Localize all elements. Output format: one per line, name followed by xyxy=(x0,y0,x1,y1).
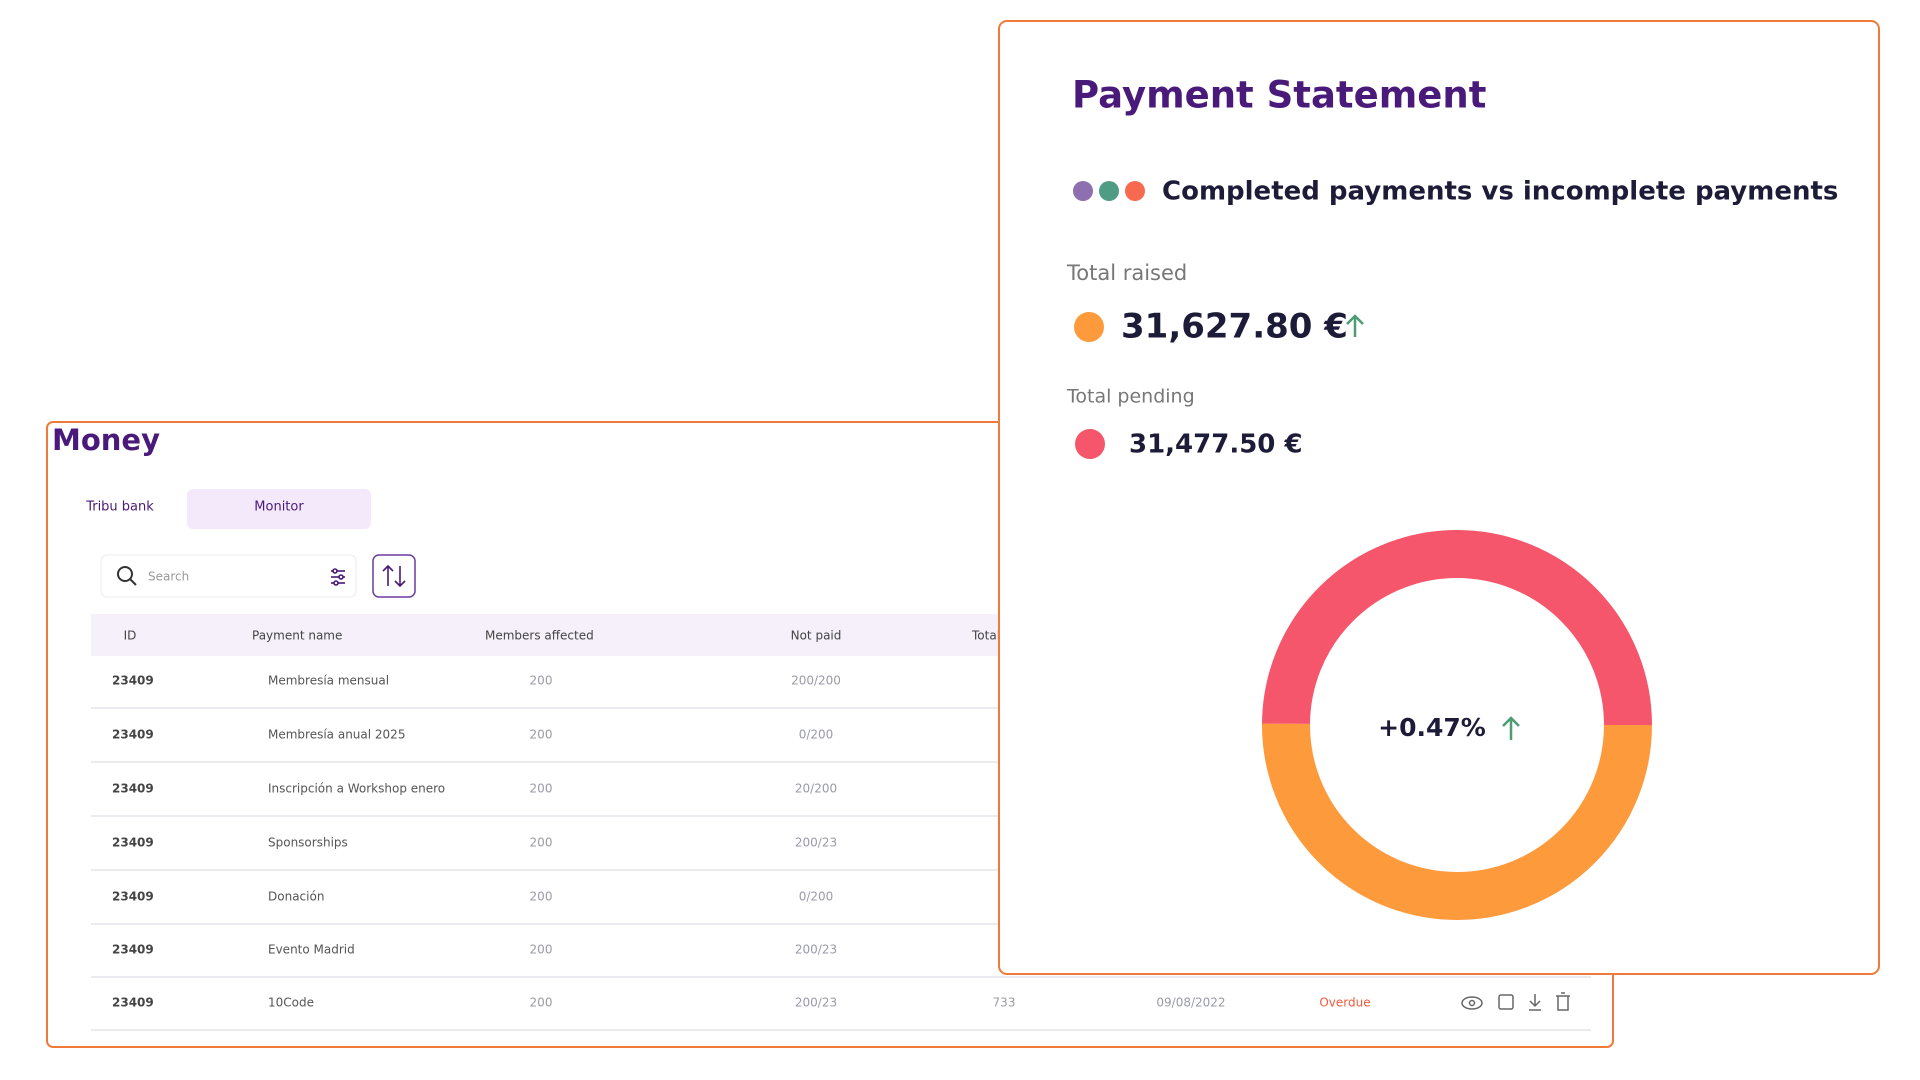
column-header: Total xyxy=(971,629,1000,643)
table-cell: Overdue xyxy=(1319,996,1370,1010)
search-icon xyxy=(129,578,137,586)
tab-bg xyxy=(187,489,371,529)
table-cell: 23409 xyxy=(112,674,154,688)
table-cell: 0/200 xyxy=(799,890,834,904)
donut xyxy=(1261,529,1653,920)
table-cell: 23409 xyxy=(112,996,154,1010)
row-actions xyxy=(1461,992,1570,1011)
view-icon[interactable] xyxy=(1461,996,1483,1010)
legend-dot xyxy=(1125,181,1145,201)
legend-dot xyxy=(1099,181,1119,201)
column-header: Members affected xyxy=(485,629,594,643)
column-header: Not paid xyxy=(791,629,842,643)
table-cell: 23409 xyxy=(112,836,154,850)
tab[interactable]: Monitor xyxy=(254,500,304,515)
raised-label: Total raised xyxy=(1066,261,1187,285)
table-cell: Sponsorships xyxy=(268,836,348,850)
table-cell: 23409 xyxy=(112,890,154,904)
sort-button[interactable] xyxy=(372,554,416,598)
table-cell: 200 xyxy=(530,782,553,796)
table-cell: 23409 xyxy=(112,728,154,742)
edit-icon[interactable] xyxy=(1498,994,1514,1010)
table-cell: 200 xyxy=(530,728,553,742)
pending-value: 31,477.50 € xyxy=(1129,430,1303,460)
download-icon[interactable] xyxy=(1529,994,1541,1011)
table-cell: 23409 xyxy=(112,943,154,957)
table-cell: Donación xyxy=(268,890,324,904)
delete-icon[interactable] xyxy=(1556,992,1570,1011)
search-box[interactable] xyxy=(100,554,357,598)
table-cell: 200/23 xyxy=(795,836,837,850)
up-arrow xyxy=(1502,716,1520,740)
table-cell: Evento Madrid xyxy=(268,943,355,957)
filter-icon[interactable] xyxy=(331,568,345,586)
table-cell: 23409 xyxy=(112,782,154,796)
column-header: Payment name xyxy=(252,629,342,643)
legend-dot xyxy=(1073,181,1093,201)
table-cell: 20/200 xyxy=(795,782,837,796)
table-cell: 200 xyxy=(530,890,553,904)
table-cell: 200/23 xyxy=(795,943,837,957)
table-cell: Membresía anual 2025 xyxy=(268,728,405,742)
table-cell: 09/08/2022 xyxy=(1156,996,1225,1010)
table-cell: 733 xyxy=(993,996,1016,1010)
statement-panel xyxy=(998,20,1880,975)
statement-subtitle: Completed payments vs incomplete payment… xyxy=(1162,177,1838,207)
table-cell: 10Code xyxy=(268,996,314,1010)
statement-title: Payment Statement xyxy=(1072,74,1486,117)
table-cell: 200 xyxy=(530,996,553,1010)
donut-segment xyxy=(1262,529,1653,726)
sort-icon xyxy=(382,564,406,588)
search-placeholder: Search xyxy=(148,570,189,584)
column-header: ID xyxy=(124,629,137,643)
table-cell: 200 xyxy=(530,943,553,957)
table-cell: 200 xyxy=(530,674,553,688)
table-cell: Inscripción a Workshop enero xyxy=(268,782,445,796)
raised-dot xyxy=(1074,312,1104,342)
tab[interactable]: Tribu bank xyxy=(85,500,154,515)
up-arrow xyxy=(1346,314,1364,337)
donut-segment xyxy=(1261,723,1652,920)
pending-dot xyxy=(1075,429,1105,459)
raised-value: 31,627.80 € xyxy=(1121,307,1348,347)
table-cell: 0/200 xyxy=(799,728,834,742)
table-cell: 200 xyxy=(530,836,553,850)
view-icon[interactable] xyxy=(1468,999,1476,1007)
change-label: +0.47% xyxy=(1378,713,1486,742)
pending-label: Total pending xyxy=(1066,386,1195,408)
money-title: Money xyxy=(52,423,160,457)
table-cell: 200/200 xyxy=(791,674,841,688)
table-cell: 200/23 xyxy=(795,996,837,1010)
table-cell: Membresía mensual xyxy=(268,674,389,688)
search-icon xyxy=(117,566,133,582)
